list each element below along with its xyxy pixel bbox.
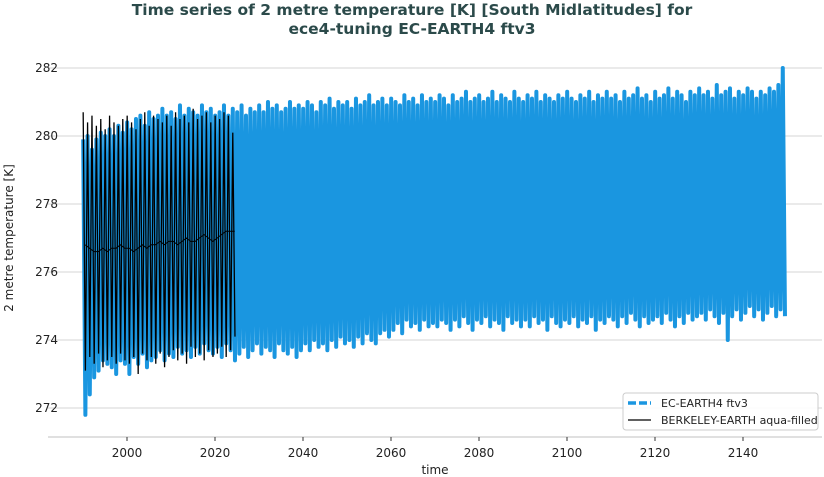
y-tick-label: 272 (35, 401, 58, 415)
legend-label-obs: BERKELEY-EARTH aqua-filled (661, 414, 818, 427)
y-tick-label: 274 (35, 333, 58, 347)
y-tick-label: 280 (35, 129, 58, 143)
y-tick-label: 282 (35, 61, 58, 75)
x-tick-label: 2080 (464, 446, 495, 460)
x-tick-label: 2120 (640, 446, 671, 460)
chart-title: Time series of 2 metre temperature [K] [… (0, 1, 824, 39)
x-axis-label: time (421, 463, 448, 477)
series-line-ec-earth4-ftv3 (81, 66, 787, 417)
title-line-2: ece4-tuning EC-EARTH4 ftv3 (288, 20, 536, 38)
series-mean-berkeley-earth (84, 230, 235, 253)
x-tick-label: 2100 (552, 446, 583, 460)
series-line-berkeley-earth (82, 108, 236, 375)
y-tick-label: 278 (35, 197, 58, 211)
x-tick-label: 2040 (288, 446, 319, 460)
y-tick-label: 276 (35, 265, 58, 279)
y-axis-label: 2 metre temperature [K] (2, 164, 16, 312)
title-line-1: Time series of 2 metre temperature [K] [… (131, 1, 693, 19)
x-tick-label: 2060 (376, 446, 407, 460)
x-tick-label: 2000 (112, 446, 143, 460)
x-tick-label: 2020 (200, 446, 231, 460)
legend: EC-EARTH4 ftv3 BERKELEY-EARTH aqua-fille… (622, 392, 819, 431)
x-tick-label: 2140 (728, 446, 759, 460)
legend-label-model: EC-EARTH4 ftv3 (661, 397, 748, 410)
